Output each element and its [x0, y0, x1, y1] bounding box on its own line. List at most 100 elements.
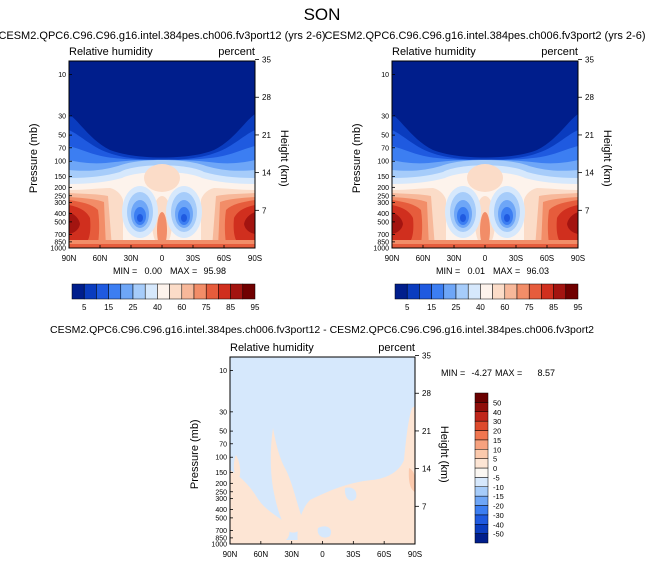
colorbar-swatch [157, 283, 170, 300]
x-tick-label: 30N [284, 550, 299, 559]
colorbar-label: -20 [493, 502, 504, 511]
y-tick-label: 100 [215, 455, 227, 462]
colorbar-swatch [474, 467, 489, 478]
colorbar-label: 20 [493, 427, 501, 436]
panel-1-max-label: MAX = [170, 266, 197, 276]
y-tick-label: 30 [381, 113, 389, 120]
panel-1-left-label: Relative humidity [69, 46, 153, 58]
colorbar-swatch [394, 283, 408, 300]
y-tick-label: 10 [219, 368, 227, 375]
x-tick-label: 60S [540, 254, 554, 263]
colorbar-swatch [480, 283, 493, 300]
y-tick-label: 700 [54, 232, 66, 239]
y-tick-label: 10 [381, 72, 389, 79]
panel-3-max-label: MAX = [495, 368, 522, 378]
colorbar-label: -30 [493, 511, 504, 520]
y-tick-label: 150 [54, 174, 66, 181]
y-tick-label: 400 [215, 507, 227, 514]
y2-tick-label: 35 [422, 352, 431, 361]
x-tick-label: 90N [62, 254, 77, 263]
colorbar-swatch [474, 411, 489, 422]
y-tick-label: 300 [377, 200, 389, 207]
colorbar-swatch [218, 283, 231, 300]
colorbar-label: 95 [574, 303, 583, 312]
x-tick-label: 30N [447, 254, 462, 263]
y-tick-label: 850 [54, 239, 66, 246]
panel-1-max-value: 95.98 [203, 266, 226, 276]
y-tick-label: 500 [54, 219, 66, 226]
y-tick-label: 500 [377, 219, 389, 226]
y-tick-label: 400 [377, 211, 389, 218]
colorbar-label: 0 [493, 464, 497, 473]
panel-3-right-label: percent [378, 342, 415, 354]
p3-c-6 [317, 526, 332, 538]
p2-c-18 [392, 212, 403, 234]
colorbar-swatch [474, 458, 489, 469]
colorbar-label: 15 [493, 436, 501, 445]
colorbar-label: 60 [500, 303, 509, 312]
colorbar-swatch [474, 402, 489, 412]
y-tick-label: 300 [54, 200, 66, 207]
panel-2-min-label: MIN = [436, 266, 460, 276]
y-tick-label: 150 [215, 470, 227, 477]
colorbar-swatch [71, 283, 85, 300]
colorbar-label: 75 [202, 303, 211, 312]
panel-1-colorbar: 5 15 25 40 60 75 85 95 [71, 283, 260, 312]
y-tick-label: 1000 [50, 246, 66, 253]
y2-tick-label: 28 [585, 93, 594, 102]
y-axis-title: Pressure (mb) [189, 419, 201, 489]
colorbar-swatch [474, 420, 489, 431]
colorbar-swatch [528, 283, 542, 300]
p3-c-1 [270, 428, 303, 533]
p3-c-2 [230, 470, 290, 544]
y-tick-label: 200 [215, 481, 227, 488]
y2-tick-label: 7 [262, 206, 267, 215]
colorbar-label: 50 [493, 398, 501, 407]
colorbar-label: 5 [493, 455, 497, 464]
colorbar-label: 5 [405, 303, 410, 312]
colorbar-swatch [120, 283, 134, 300]
colorbar-swatch [181, 283, 195, 300]
colorbar-label: 5 [82, 303, 87, 312]
colorbar-swatch [474, 477, 489, 487]
colorbar-label: 40 [153, 303, 162, 312]
x-tick-label: 30S [186, 254, 200, 263]
panel-2-max-value: 96.03 [526, 266, 549, 276]
colorbar-label: 85 [549, 303, 558, 312]
y2-axis-title: Height (km) [601, 130, 613, 187]
colorbar-swatch [565, 283, 579, 300]
x-tick-label: 60N [416, 254, 431, 263]
colorbar-swatch [83, 283, 97, 300]
y-tick-label: 50 [381, 133, 389, 140]
x-tick-label: 0 [320, 550, 325, 559]
y2-tick-label: 21 [262, 131, 271, 140]
p3-c-4 [297, 406, 415, 544]
colorbar-label: 95 [251, 303, 260, 312]
x-tick-label: 90S [408, 550, 422, 559]
panel-2-left-label: Relative humidity [392, 46, 476, 58]
colorbar-swatch [419, 283, 432, 300]
colorbar-label: 30 [493, 417, 501, 426]
p1-c-27 [137, 214, 143, 222]
y2-tick-label: 21 [585, 131, 594, 140]
x-tick-label: 90S [571, 254, 585, 263]
panel-3-min-value: -4.27 [471, 368, 492, 378]
y-tick-label: 250 [215, 489, 227, 496]
colorbar-label: -40 [493, 520, 504, 529]
p2-c-19 [567, 212, 578, 234]
panel-3-title: CESM2.QPC6.C96.C96.g16.intel.384pes.ch00… [50, 324, 594, 336]
panel-1-title: CESM2.QPC6.C96.C96.g16.intel.384pes.ch00… [0, 30, 326, 42]
y-tick-label: 70 [58, 145, 66, 152]
x-tick-label: 60N [93, 254, 108, 263]
p2-c-22 [480, 212, 490, 248]
x-tick-label: 60S [217, 254, 231, 263]
p3-c-7 [408, 468, 415, 492]
y-tick-label: 200 [54, 185, 66, 192]
y2-tick-label: 21 [422, 427, 431, 436]
colorbar-swatch [193, 283, 207, 300]
colorbar-swatch [169, 283, 183, 300]
p2-c-32 [504, 214, 510, 222]
colorbar-swatch [455, 283, 469, 300]
colorbar-swatch [230, 283, 244, 300]
